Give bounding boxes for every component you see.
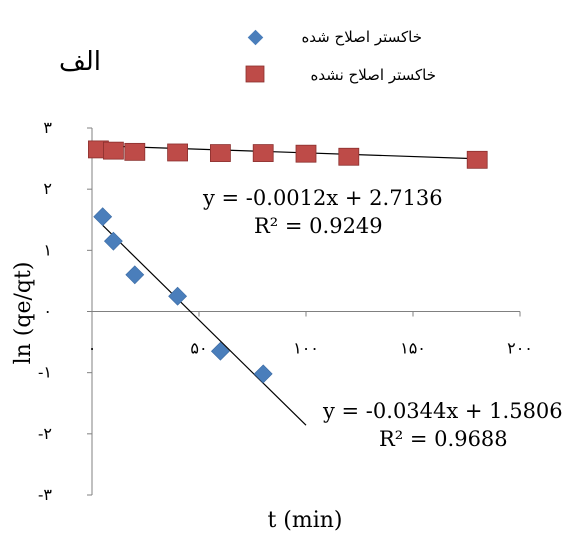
trendline-r2-modified: R² = 0.9688 <box>379 427 508 451</box>
y-tick-label: -۱ <box>38 363 52 382</box>
tick-labels: ۳ ۲ ۱ ۰ -۱ -۲ -۳ ۰ ۵۰ ۱۰۰ ۱۵۰ ۲۰۰ <box>38 118 533 504</box>
data-point-modified <box>253 364 273 384</box>
trendline-modified <box>102 224 307 426</box>
x-tick-label: ۵۰ <box>190 339 207 358</box>
y-tick-label: -۲ <box>38 424 52 443</box>
y-tick-label: -۳ <box>38 485 52 504</box>
data-point-unmodified <box>466 150 488 169</box>
legend-marker-modified <box>247 29 264 46</box>
data-point-unmodified <box>209 144 231 162</box>
data-point-modified <box>168 286 188 306</box>
data-point-modified <box>93 207 113 227</box>
y-tick-label: ۲ <box>43 179 52 198</box>
panel-label: الف <box>59 47 101 77</box>
data-point-unmodified <box>167 143 189 162</box>
data-point-modified <box>125 265 145 285</box>
legend-marker-unmodified <box>245 65 265 83</box>
y-tick-label: ۰ <box>43 302 52 321</box>
y-tick-label: ۱ <box>43 240 52 259</box>
data-point-unmodified <box>252 144 274 162</box>
trendline-r2-unmodified: R² = 0.9249 <box>254 214 383 238</box>
data-point-unmodified <box>295 144 317 163</box>
data-point-modified <box>103 231 123 251</box>
legend-label-modified: خاکستر اصلاح شده <box>301 28 422 46</box>
data-points <box>88 140 488 384</box>
legend: خاکستر اصلاح شده خاکستر اصلاح نشده <box>245 28 436 84</box>
data-point-unmodified <box>338 147 360 166</box>
y-axis-title: ln (qe/qt) <box>11 262 36 365</box>
x-tick-label: ۲۰۰ <box>507 339 533 358</box>
x-tick-label: ۱۵۰ <box>400 339 426 358</box>
trendline-unmodified <box>98 145 478 160</box>
trendline-equation-unmodified: y = -0.0012x + 2.7136 <box>202 186 443 210</box>
trendline-equation-modified: y = -0.0344x + 1.5806 <box>322 399 562 423</box>
x-axis-title: t (min) <box>267 508 342 533</box>
trendlines <box>98 145 478 426</box>
data-point-unmodified <box>124 142 146 161</box>
legend-label-unmodified: خاکستر اصلاح نشده <box>310 66 436 84</box>
axes <box>87 127 521 496</box>
data-point-modified <box>210 341 230 361</box>
x-tick-label: ۱۰۰ <box>293 339 319 358</box>
data-point-unmodified <box>103 141 124 160</box>
y-tick-label: ۳ <box>43 118 52 137</box>
x-tick-label: ۰ <box>88 339 97 358</box>
